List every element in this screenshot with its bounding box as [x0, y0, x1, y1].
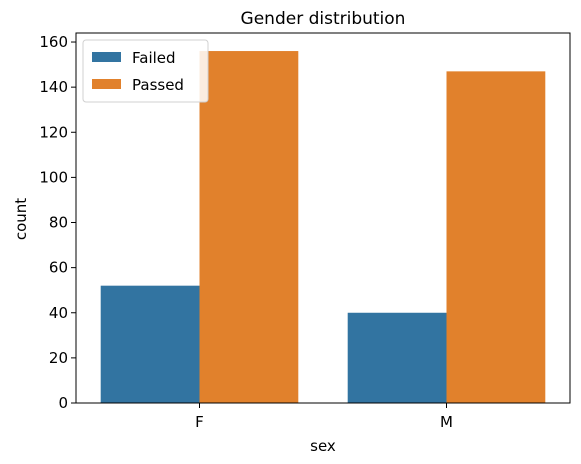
y-tick-label: 20	[49, 349, 68, 367]
y-tick-label: 120	[39, 123, 68, 141]
y-tick-label: 0	[58, 394, 68, 412]
y-tick-label: 140	[39, 78, 68, 96]
bar-failed-m	[348, 313, 447, 403]
legend-label-passed: Passed	[132, 76, 184, 94]
y-tick-label: 40	[49, 304, 68, 322]
y-tick-label: 80	[49, 214, 68, 232]
bar-passed-f	[200, 51, 299, 403]
x-tick-label: F	[195, 413, 204, 431]
y-tick-label: 100	[39, 168, 68, 186]
legend-swatch-passed	[92, 79, 121, 89]
bar-failed-f	[101, 286, 200, 403]
x-axis-label: sex	[310, 437, 336, 455]
legend: Failed Passed	[83, 40, 208, 102]
legend-swatch-failed	[92, 52, 121, 62]
x-tick-label: M	[440, 413, 453, 431]
y-axis-label: count	[12, 198, 30, 240]
y-tick-label: 60	[49, 259, 68, 277]
legend-label-failed: Failed	[132, 49, 176, 67]
bar-passed-m	[447, 71, 546, 403]
chart-title: Gender distribution	[241, 9, 406, 29]
y-tick-label: 160	[39, 33, 68, 51]
